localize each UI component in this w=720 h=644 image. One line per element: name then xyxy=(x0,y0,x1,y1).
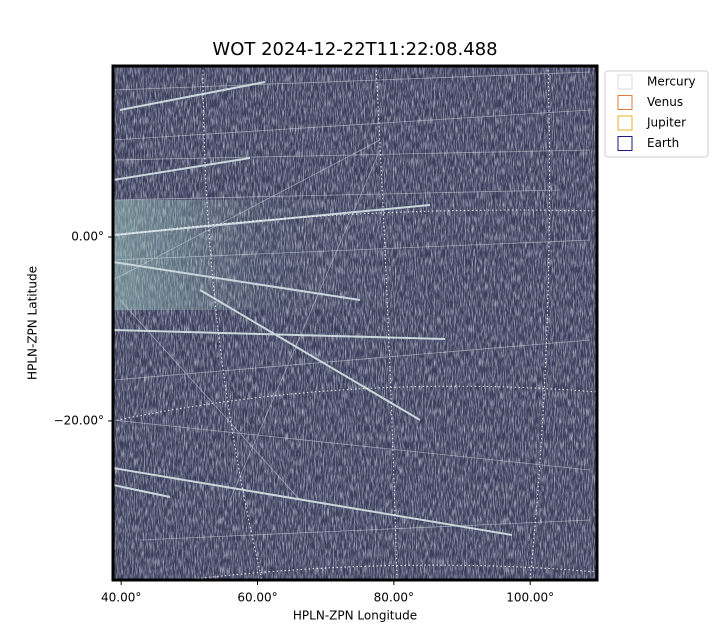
legend-swatch xyxy=(617,74,633,90)
legend-label: Venus xyxy=(647,95,683,109)
image xyxy=(113,66,597,580)
chart-title: WOT 2024-12-22T11:22:08.488 xyxy=(212,39,497,60)
legend-label: Earth xyxy=(647,136,679,150)
legend-label: Mercury xyxy=(647,75,696,89)
legend-swatch xyxy=(617,136,633,151)
y-tick-label: −20.00° xyxy=(54,413,104,427)
legend-swatch xyxy=(617,115,633,131)
frame xyxy=(111,64,599,582)
x-axis-label: HPLN-ZPN Longitude xyxy=(293,609,417,623)
legend-label: Jupiter xyxy=(646,116,686,130)
x-tick-label: 60.00° xyxy=(237,591,277,605)
x-tick-label: 80.00° xyxy=(374,591,414,605)
x-tick-label: 40.00° xyxy=(101,591,141,605)
legend-swatch xyxy=(617,95,633,110)
y-axis-label: HPLN-ZPN Latitude xyxy=(26,266,40,380)
x-tick-label: 100.00° xyxy=(506,591,554,605)
y-tick-label: 0.00° xyxy=(71,230,104,244)
legend xyxy=(604,70,709,158)
